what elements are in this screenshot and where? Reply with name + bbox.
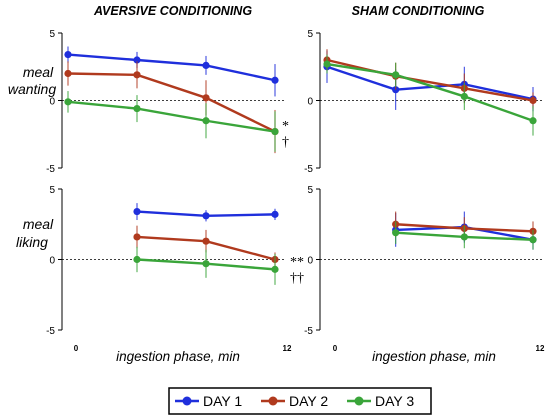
data-point-day2 xyxy=(133,71,141,79)
data-point-day2 xyxy=(64,69,72,78)
y-tick-label-sham-wanting: 0 xyxy=(307,97,313,108)
data-point-day3 xyxy=(271,127,279,136)
data-point-day1 xyxy=(64,51,72,59)
data-point-day1 xyxy=(133,56,141,64)
y-tick-label-aversive-wanting: 5 xyxy=(49,29,55,40)
series-line-day3 xyxy=(67,100,276,133)
legend-box xyxy=(168,387,432,415)
panel-title-aversive: AVERSIVE CONDITIONING xyxy=(93,4,252,18)
data-point-day1 xyxy=(133,207,141,216)
data-point-day3 xyxy=(64,98,72,106)
data-point-day1 xyxy=(202,212,210,220)
series-day1-aversive-wanting xyxy=(64,46,279,97)
data-point-day2 xyxy=(529,96,537,105)
row-label-wanting-line2: wanting xyxy=(8,81,56,97)
data-point-day3 xyxy=(202,117,210,125)
data-point-day3 xyxy=(133,255,141,264)
data-point-day1 xyxy=(271,76,279,84)
legend-marker-day1 xyxy=(182,396,192,406)
legend-marker-day2 xyxy=(268,396,278,406)
sig-liking-daggers: †† xyxy=(290,271,304,286)
y-tick-label-aversive-wanting: -5 xyxy=(46,164,55,175)
series-line-day3 xyxy=(326,62,534,122)
series-day2-sham-wanting xyxy=(323,49,537,109)
row-label-liking-line2: liking xyxy=(16,234,48,250)
data-point-day3 xyxy=(133,105,141,113)
sig-liking-stars: ** xyxy=(290,255,304,270)
data-point-day3 xyxy=(392,229,400,237)
series-line-day1 xyxy=(67,53,276,82)
y-tick-label-sham-liking: -5 xyxy=(304,326,313,337)
x-tick-label-sham-liking: 0 xyxy=(333,344,338,353)
data-point-day3 xyxy=(529,236,537,244)
series-day2-aversive-liking xyxy=(133,225,279,267)
data-point-day3 xyxy=(460,233,468,241)
y-tick-label-sham-wanting: 5 xyxy=(307,29,313,40)
data-point-day3 xyxy=(392,71,400,79)
y-tick-label-aversive-wanting: 0 xyxy=(49,97,55,108)
panel-sham-wanting: 5 0 -5 xyxy=(304,29,543,175)
x-tick-label-aversive-liking: 0 xyxy=(74,344,79,353)
data-point-day3 xyxy=(529,117,537,125)
y-tick-label-aversive-liking: 0 xyxy=(49,256,55,267)
series-day1-sham-wanting xyxy=(323,50,537,112)
data-point-day3 xyxy=(271,265,279,273)
data-point-day1 xyxy=(271,210,279,218)
data-point-day2 xyxy=(202,237,210,245)
y-tick-label-sham-wanting: -5 xyxy=(304,164,313,175)
series-day3-sham-wanting xyxy=(323,54,537,136)
legend: DAY 1 DAY 2 DAY 3 xyxy=(168,387,432,415)
data-point-day3 xyxy=(460,92,468,101)
data-point-day3 xyxy=(323,60,331,68)
panel-title-sham: SHAM CONDITIONING xyxy=(352,4,485,18)
panel-sham-liking: 5 0 -5 0 12 xyxy=(304,185,545,353)
series-day3-aversive-liking xyxy=(133,246,279,285)
series-day3-sham-liking xyxy=(392,221,537,250)
sig-wanting-star: * xyxy=(282,119,289,134)
data-point-day1 xyxy=(202,61,210,69)
legend-label-day2: DAY 2 xyxy=(289,393,328,409)
y-tick-label-aversive-liking: 5 xyxy=(49,185,55,196)
row-label-wanting-line1: meal xyxy=(23,64,54,80)
series-line-day2 xyxy=(326,58,534,102)
data-point-day2 xyxy=(133,233,141,241)
series-day1-aversive-liking xyxy=(133,203,279,222)
x-tick-label-aversive-liking: 12 xyxy=(283,344,292,353)
sig-wanting-dagger: † xyxy=(282,135,289,150)
legend-label-day1: DAY 1 xyxy=(203,393,242,409)
series-line-day2 xyxy=(67,72,276,133)
chart-panels: 5 0 -5 5 0 -5 5 0 -5 0 12 5 0 -5 0 12 xyxy=(46,29,545,353)
panel-aversive-wanting: 5 0 -5 xyxy=(46,29,285,175)
series-day3-aversive-wanting xyxy=(64,91,279,152)
data-point-day3 xyxy=(202,260,210,268)
x-axis-label-aversive: ingestion phase, min xyxy=(116,349,240,364)
legend-marker-day3 xyxy=(354,396,364,406)
x-axis-label-sham: ingestion phase, min xyxy=(372,349,496,364)
y-tick-label-sham-liking: 5 xyxy=(307,185,313,196)
y-tick-label-aversive-liking: -5 xyxy=(46,326,55,337)
legend-label-day3: DAY 3 xyxy=(375,393,414,409)
data-point-day2 xyxy=(202,94,210,102)
y-tick-label-sham-liking: 0 xyxy=(307,256,313,267)
panel-aversive-liking: 5 0 -5 0 12 xyxy=(46,185,292,353)
x-tick-label-sham-liking: 12 xyxy=(536,344,545,353)
series-line-day1 xyxy=(326,65,534,101)
row-label-liking-line1: meal xyxy=(23,216,54,232)
